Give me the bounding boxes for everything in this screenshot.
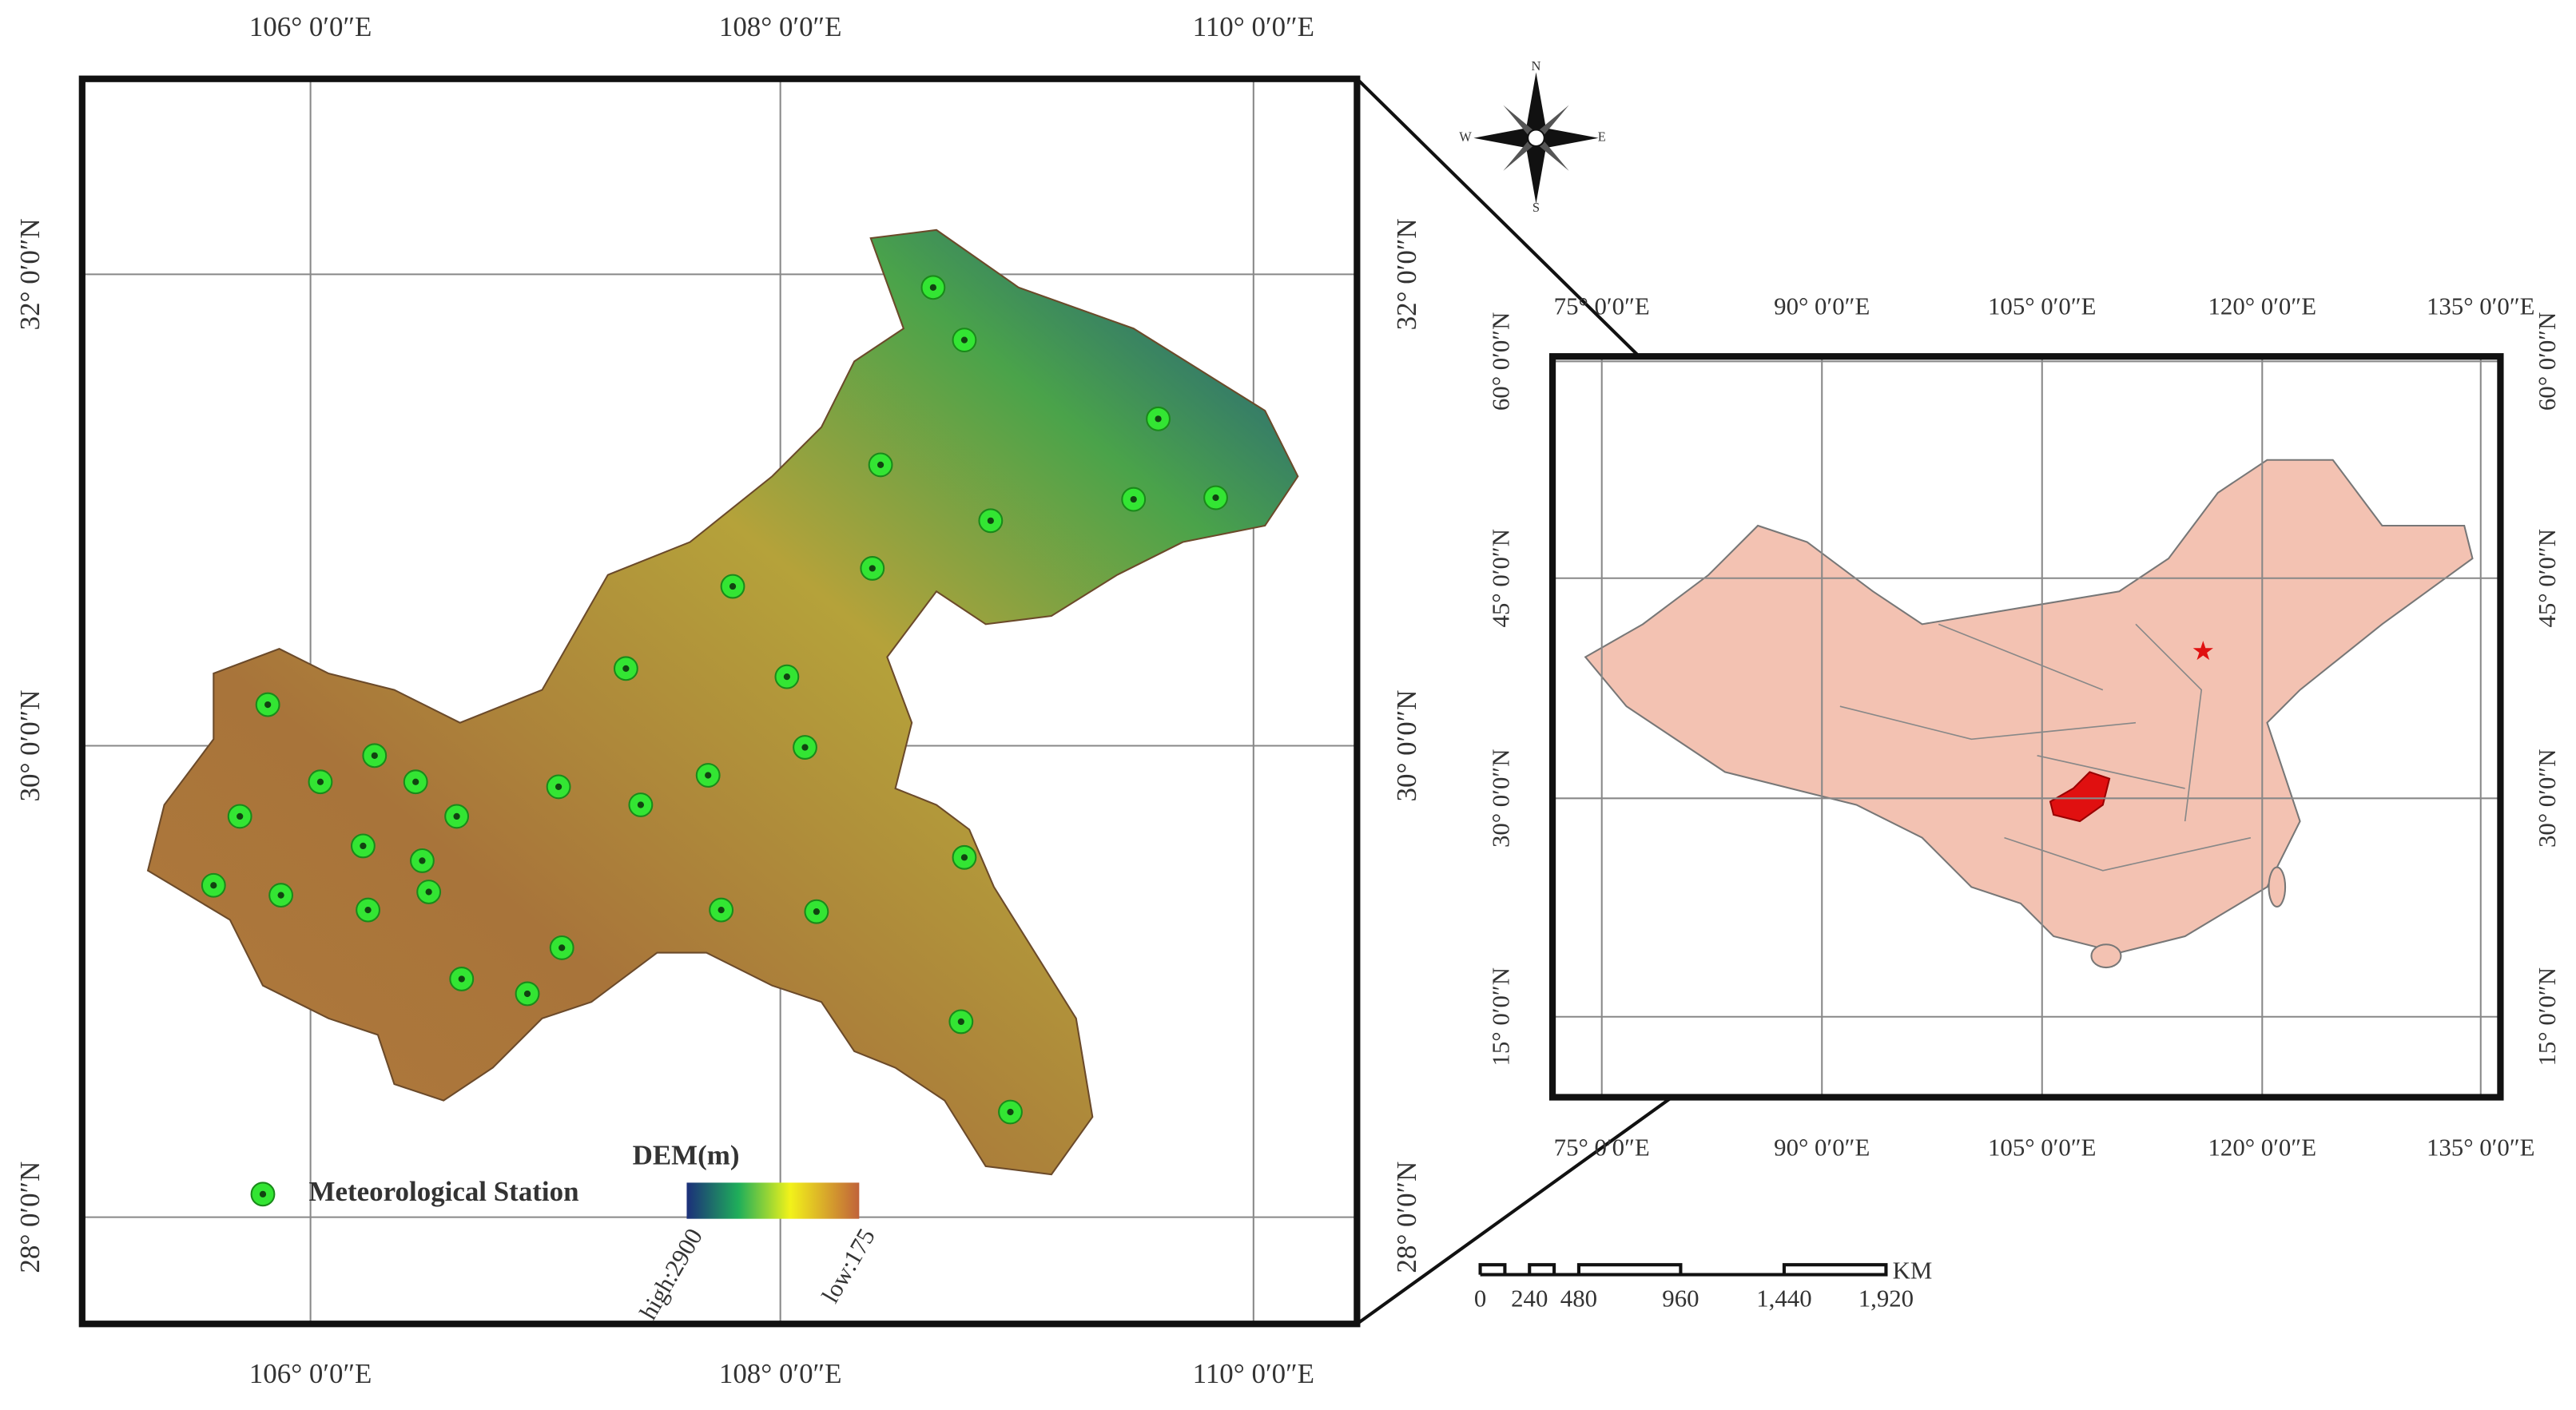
china: [1584, 459, 2474, 954]
station-dot: [813, 908, 821, 916]
compass-e: E: [1598, 129, 1606, 144]
station-dot: [425, 888, 432, 896]
station-dot: [1212, 494, 1219, 502]
station-dot: [371, 752, 378, 759]
station-dot: [1130, 495, 1137, 503]
right-label: 28° 0′0″N: [1391, 1162, 1422, 1273]
station-dot: [555, 783, 563, 791]
legend-station-label: Meteorological Station: [309, 1176, 579, 1207]
bottom-label: 135° 0′0″E: [2427, 1134, 2535, 1161]
right-label: 15° 0′0″N: [2534, 967, 2561, 1066]
station-dot: [869, 565, 876, 572]
station-dot: [783, 673, 790, 681]
top-label: 90° 0′0″E: [1774, 293, 1870, 320]
station-dot: [637, 801, 644, 808]
right-frame: [1548, 353, 2504, 1101]
station-dot: [705, 772, 712, 779]
right-label: 30° 0′0″N: [2534, 749, 2561, 848]
bottom-label: 75° 0′0″E: [1554, 1134, 1650, 1161]
station-dot: [237, 812, 244, 820]
legend-station-dot: [259, 1190, 267, 1198]
station-dot: [316, 778, 324, 785]
top-label: 106° 0′0″E: [249, 11, 372, 42]
station-dot: [1155, 415, 1162, 423]
left-label: 60° 0′0″N: [1487, 312, 1514, 411]
station-dot: [718, 906, 725, 914]
bottom-label: 106° 0′0″E: [249, 1358, 372, 1389]
station-dot: [453, 812, 460, 820]
station-dot: [210, 882, 217, 889]
right-label: 32° 0′0″N: [1391, 218, 1422, 330]
bottom-label: 90° 0′0″E: [1774, 1134, 1870, 1161]
dem-ramp: [686, 1182, 860, 1219]
dem-low: low:175: [817, 1224, 881, 1308]
chongqing-dem: [146, 228, 1299, 1176]
compass-n: N: [1532, 58, 1541, 73]
bottom-label: 120° 0′0″E: [2208, 1134, 2317, 1161]
right-label: 60° 0′0″N: [2534, 312, 2561, 411]
left-label: 28° 0′0″N: [14, 1162, 46, 1273]
bottom-label: 105° 0′0″E: [1988, 1134, 2097, 1161]
station-dot: [960, 336, 968, 344]
top-label: 105° 0′0″E: [1988, 293, 2097, 320]
station-dot: [264, 701, 272, 709]
station-dot: [877, 461, 885, 469]
station-dot: [729, 582, 737, 590]
top-label: 135° 0′0″E: [2427, 293, 2535, 320]
left-label: 30° 0′0″N: [1487, 749, 1514, 848]
station-dot: [523, 990, 531, 998]
province-borders: [1839, 623, 2252, 872]
station-dot: [559, 944, 566, 951]
compass-s: S: [1532, 200, 1540, 215]
top-label: 75° 0′0″E: [1554, 293, 1650, 320]
station-dot: [419, 857, 426, 864]
chongqing-location: [2049, 771, 2111, 823]
left-label: 30° 0′0″N: [14, 689, 46, 801]
dem-title: DEM(m): [633, 1140, 740, 1171]
station-dot: [277, 892, 284, 899]
scale-label: 960: [1662, 1285, 1699, 1313]
dem-high: high:2900: [634, 1224, 708, 1324]
top-label: 108° 0′0″E: [719, 11, 842, 42]
left-label: 15° 0′0″N: [1487, 967, 1514, 1066]
station-dot: [622, 665, 630, 672]
right-grid: [1552, 356, 2501, 1098]
scale-label: 240: [1511, 1285, 1548, 1313]
station-dot: [929, 284, 936, 291]
top-label: 110° 0′0″E: [1193, 11, 1314, 42]
station-dot: [412, 778, 419, 785]
scale-unit: KM: [1893, 1257, 1933, 1285]
scale-label: 1,440: [1756, 1285, 1811, 1313]
station-dot: [458, 975, 465, 983]
station-dot: [801, 744, 809, 751]
compass-rose: [1473, 72, 1599, 204]
scale-labels: 0 240 480 960 1,440 1,920: [1474, 1285, 1914, 1313]
capital-star: ★: [2192, 637, 2215, 666]
scale-label: 480: [1560, 1285, 1597, 1313]
right-label: 45° 0′0″N: [2534, 529, 2561, 628]
station-dot: [987, 517, 994, 524]
stations: [201, 275, 1228, 1125]
station-dot: [364, 906, 372, 914]
scale-bar: [1478, 1263, 1888, 1277]
left-label: 32° 0′0″N: [14, 218, 46, 330]
right-label: 30° 0′0″N: [1391, 689, 1422, 801]
station-dot: [360, 842, 367, 850]
bottom-label: 110° 0′0″E: [1193, 1358, 1314, 1389]
hainan: [2090, 943, 2122, 969]
station-dot: [957, 1018, 964, 1026]
left-frame: [78, 75, 1361, 1328]
bottom-label: 108° 0′0″E: [719, 1358, 842, 1389]
left-label: 45° 0′0″N: [1487, 529, 1514, 628]
station-dot: [960, 854, 968, 861]
station-dot: [1007, 1108, 1014, 1116]
compass-w: W: [1459, 129, 1472, 144]
taiwan: [2268, 866, 2287, 908]
scale-label: 0: [1474, 1285, 1486, 1313]
scale-label: 1,920: [1858, 1285, 1914, 1313]
top-label: 120° 0′0″E: [2208, 293, 2317, 320]
